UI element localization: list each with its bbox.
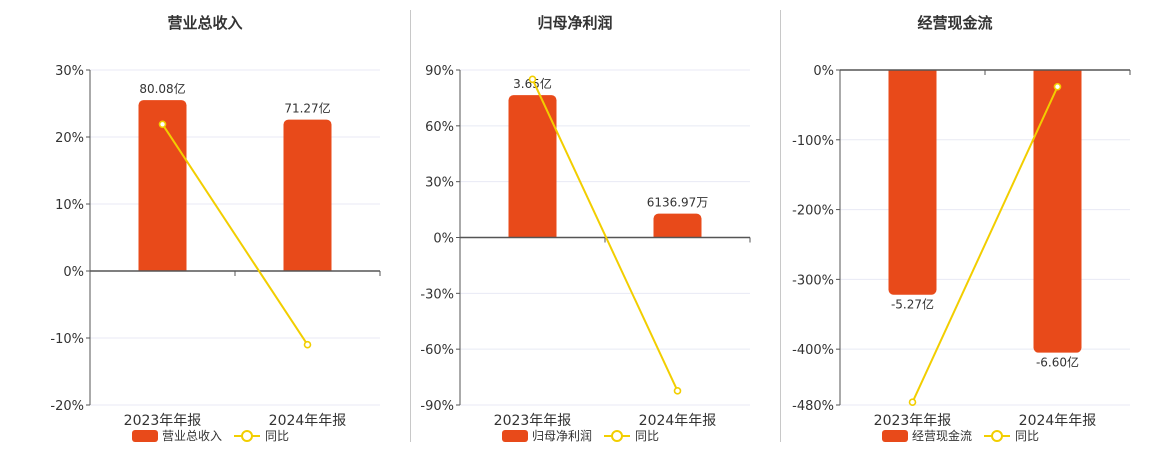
bar-value-label: 3.65亿 — [513, 76, 552, 91]
legend-line-label: 同比 — [265, 429, 289, 443]
panel-divider — [780, 10, 781, 442]
legend-line-marker — [611, 430, 623, 442]
y-tick-label: -90% — [420, 399, 454, 414]
x-category-label: 2023年年报 — [124, 413, 202, 429]
y-tick-label: -100% — [792, 134, 834, 149]
bar-value-label: -5.27亿 — [891, 297, 934, 312]
y-tick-label: 90% — [425, 64, 454, 79]
yoy-point — [303, 340, 312, 349]
yoy-line — [911, 86, 1059, 403]
panel-divider — [410, 10, 411, 442]
yoy-point — [908, 398, 917, 407]
y-tick-label: -10% — [50, 332, 84, 347]
yoy-point — [1053, 82, 1062, 91]
yoy-point — [528, 75, 537, 84]
chart-title: 归母净利润 — [537, 14, 613, 32]
x-category-label: 2023年年报 — [874, 413, 952, 429]
y-tick-label: 30% — [425, 176, 454, 191]
cash-flow-chart: 0% -100% -200% -300% -400% -480% -5.27亿 -6.60亿 2… — [792, 64, 1131, 443]
bar-base — [508, 231, 557, 238]
y-tick-label: -60% — [420, 343, 454, 358]
chart-title: 营业总收入 — [167, 14, 243, 32]
x-category-label: 2023年年报 — [494, 413, 572, 429]
legend-bar-label: 归母净利润 — [532, 429, 592, 443]
y-tick-label: 0% — [433, 232, 454, 247]
bar — [1033, 70, 1082, 353]
bar-base — [653, 231, 702, 238]
yoy-point — [673, 387, 682, 395]
yoy-line — [531, 78, 679, 392]
legend-line-marker — [241, 430, 253, 442]
y-tick-label: -400% — [792, 343, 834, 358]
y-tick-label: -30% — [420, 287, 454, 302]
y-tick-label: -480% — [792, 399, 834, 414]
legend-bar-swatch — [132, 430, 158, 442]
legend-bar-swatch — [502, 430, 528, 442]
legend-line-marker — [991, 430, 1003, 442]
bar-base — [888, 70, 937, 76]
legend-bar-swatch — [882, 430, 908, 442]
revenue-chart: 30% 20% 10% 0% -10% -20% 80.08亿 71.27亿 2023年年报 20… — [50, 64, 381, 443]
x-category-label: 2024年年报 — [269, 413, 347, 429]
revenue-chart-panel: 营业总收入 30% 20% 10% 0% -10% -20% 80.08亿 71.27亿 202… — [20, 0, 390, 450]
y-tick-label: 0% — [813, 64, 834, 79]
legend-line-label: 同比 — [635, 429, 659, 443]
legend-bar-label: 经营现金流 — [912, 428, 972, 443]
y-tick-label: -200% — [792, 204, 834, 219]
y-tick-label: -20% — [50, 399, 84, 414]
y-tick-label: -300% — [792, 273, 834, 288]
bar — [283, 119, 332, 271]
bar-value-label: 80.08亿 — [139, 81, 185, 96]
yoy-point — [158, 120, 167, 129]
bar — [508, 95, 557, 238]
cash-flow-chart-panel: 经营现金流 0% -100% -200% -300% -400% -480% -5.27亿 -… — [770, 0, 1140, 450]
y-tick-label: 60% — [425, 120, 454, 135]
y-tick-label: 10% — [55, 198, 84, 213]
x-category-label: 2024年年报 — [1019, 413, 1097, 429]
net-profit-chart-panel: 归母净利润 90% 60% 30% 0% -30% -60% -90% 3.65亿 6136.9… — [390, 0, 760, 450]
bar-value-label: -6.60亿 — [1036, 355, 1079, 370]
y-tick-label: 20% — [55, 131, 84, 146]
net-profit-chart: 90% 60% 30% 0% -30% -60% -90% 3.65亿 6136.97万 2023… — [420, 64, 751, 443]
legend-line-label: 同比 — [1015, 429, 1039, 443]
x-category-label: 2024年年报 — [639, 413, 717, 429]
bar-base — [138, 265, 187, 271]
bar-value-label: 71.27亿 — [284, 101, 330, 116]
yoy-line — [161, 123, 309, 346]
bar — [888, 70, 937, 295]
bar-value-label: 6136.97万 — [647, 196, 709, 210]
bar-base — [1033, 70, 1082, 76]
bar-base — [283, 265, 332, 271]
y-tick-label: 0% — [63, 265, 84, 280]
legend-bar-label: 营业总收入 — [162, 429, 222, 443]
chart-title: 经营现金流 — [917, 14, 993, 32]
y-tick-label: 30% — [55, 64, 84, 79]
